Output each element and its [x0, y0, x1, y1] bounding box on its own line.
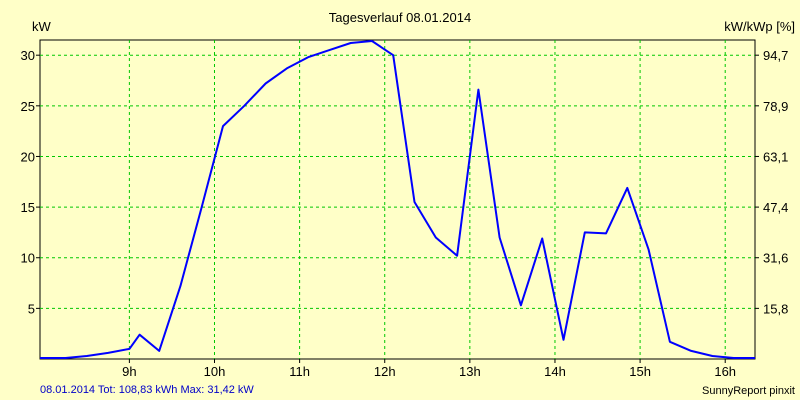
x-tick-label: 14h — [544, 364, 566, 379]
y-axis-label-right: kW/kWp [%] — [724, 19, 795, 34]
series-layer — [40, 40, 755, 359]
chart-title: Tagesverlauf 08.01.2014 — [329, 10, 471, 25]
footer-summary: 08.01.2014 Tot: 108,83 kWh Max: 31,42 kW — [40, 384, 254, 396]
grid-lines — [40, 40, 755, 359]
y-tick-label-left: 5 — [28, 301, 35, 316]
y-tick-label-left: 20 — [21, 149, 35, 164]
x-tick-label: 9h — [122, 364, 136, 379]
footer-credit: SunnyReport pinxit — [702, 385, 795, 397]
y-tick-label-left: 30 — [21, 48, 35, 63]
power-series-line — [40, 40, 755, 359]
y-tick-label-left: 10 — [21, 251, 35, 266]
y-tick-label-right: 94,7 — [763, 48, 788, 63]
x-tick-label: 12h — [374, 364, 396, 379]
y-tick-label-right: 63,1 — [763, 149, 788, 164]
x-tick-label: 13h — [459, 364, 481, 379]
x-tick-label: 16h — [714, 364, 736, 379]
y-tick-label-right: 47,4 — [763, 200, 788, 215]
y-tick-label-right: 15,8 — [763, 301, 788, 316]
y-tick-label-left: 15 — [21, 200, 35, 215]
y-tick-label-right: 31,6 — [763, 251, 788, 266]
axis-ticks: 9h 10h 11h 12h 13h 14h 15h 16h 5 15,8 10 31,6 15 47,4… — [21, 48, 789, 379]
y-tick-label-left: 25 — [21, 99, 35, 114]
plot-area — [39, 39, 756, 360]
y-tick-label-right: 78,9 — [763, 99, 788, 114]
x-tick-label: 15h — [629, 364, 651, 379]
x-tick-label: 11h — [289, 364, 310, 379]
y-axis-label-left: kW — [32, 19, 52, 34]
x-tick-label: 10h — [204, 364, 226, 379]
